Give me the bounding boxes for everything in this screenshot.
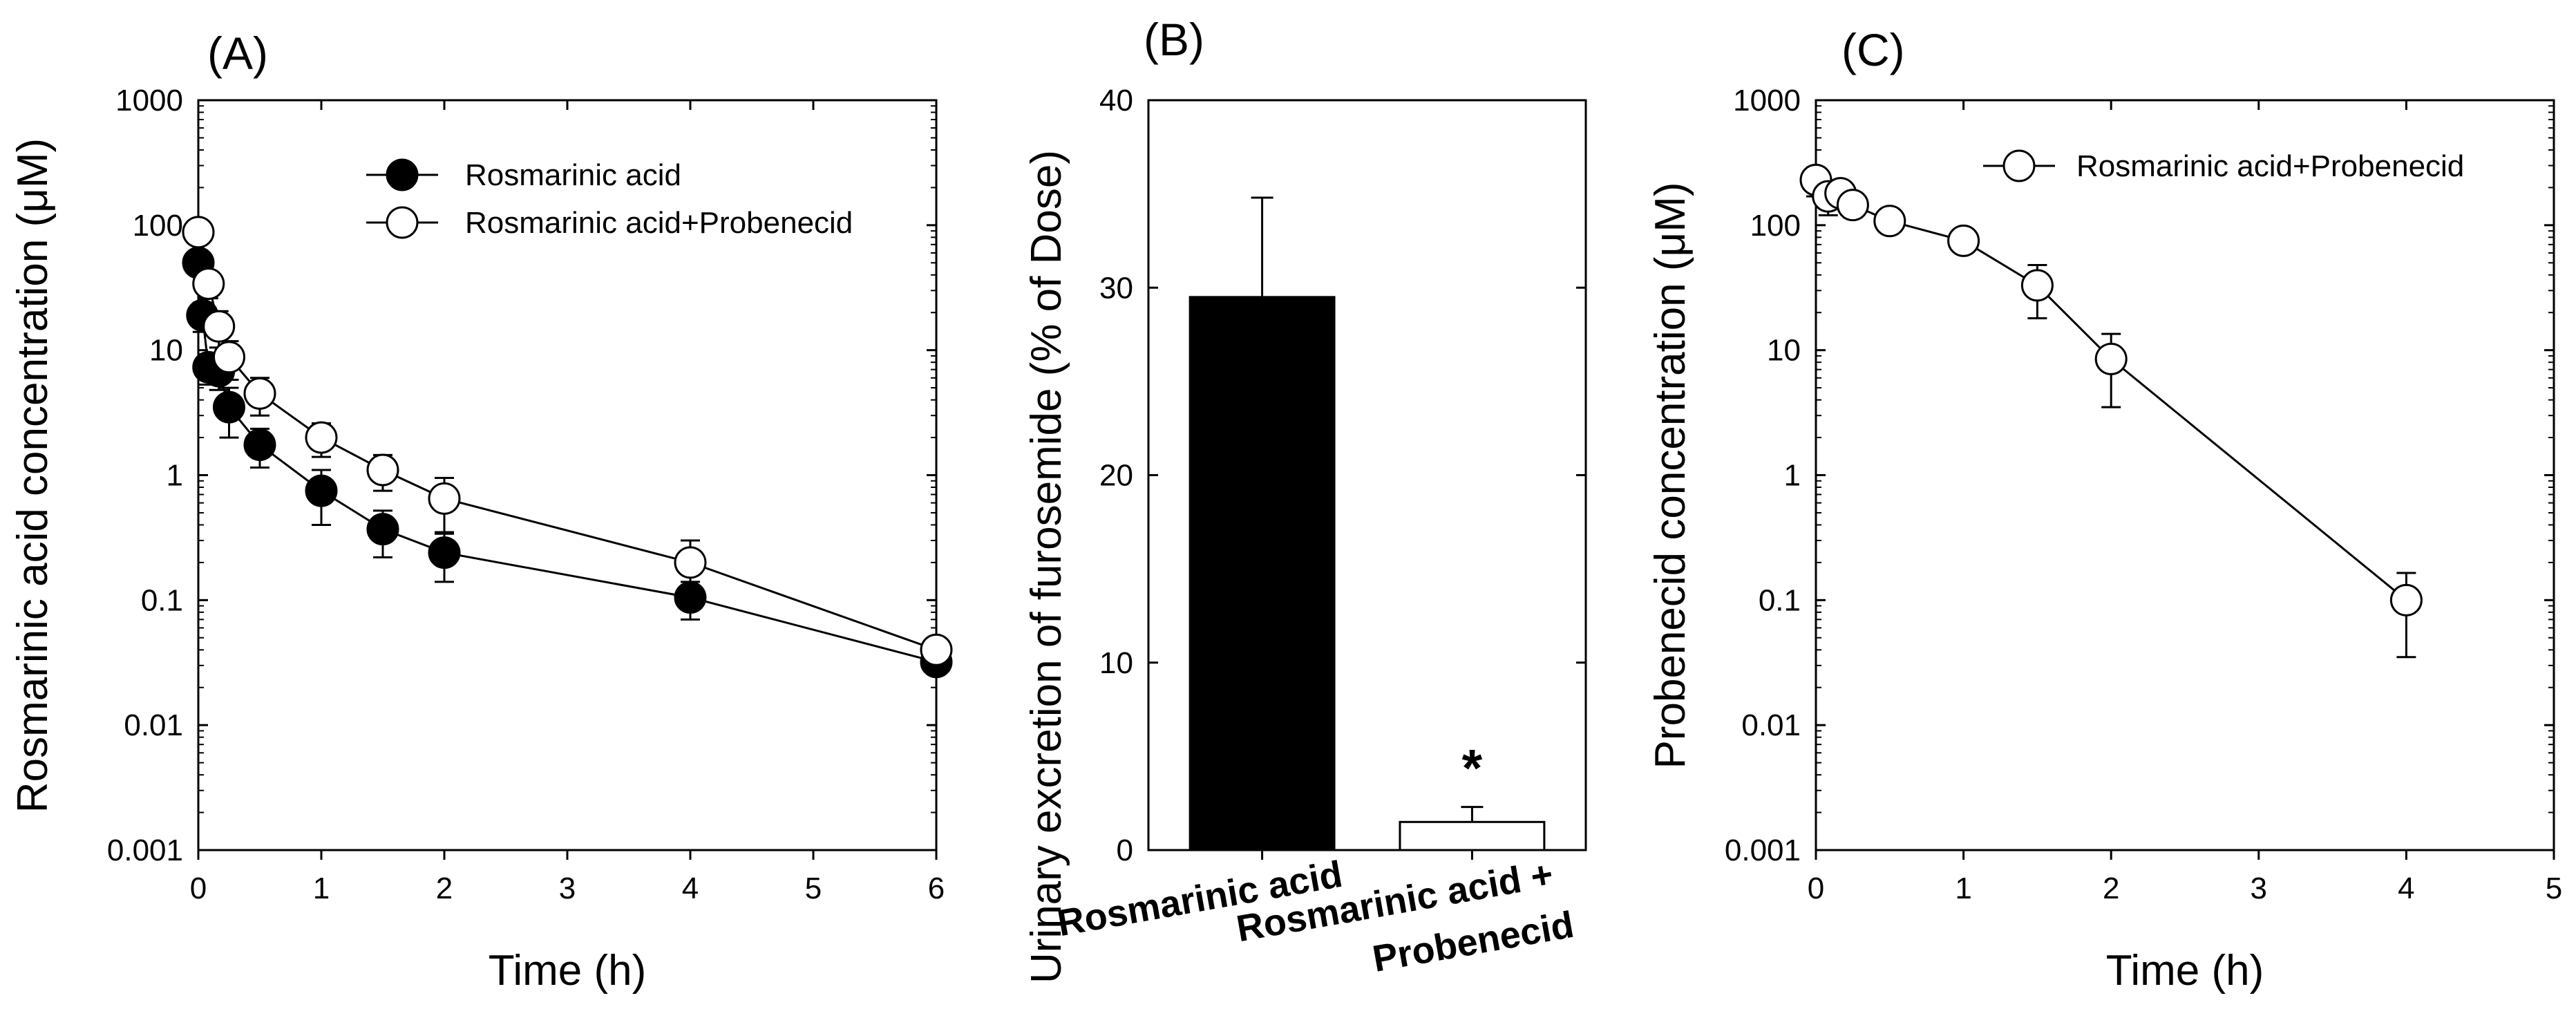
legend-a2-marker bbox=[386, 206, 419, 239]
data-point-series-1 bbox=[2389, 583, 2423, 616]
panel-c-marks bbox=[1799, 163, 2423, 659]
y-tick-label: 1000 bbox=[1733, 84, 1801, 117]
significance-marker: * bbox=[1462, 740, 1483, 798]
x-tick-label: 5 bbox=[2546, 872, 2562, 905]
legend-c1-marker bbox=[2002, 149, 2036, 182]
y-tick-label: 10 bbox=[1767, 334, 1801, 368]
x-tick-label: 0 bbox=[1808, 872, 1824, 905]
data-point-series-2 bbox=[202, 310, 236, 343]
x-tick-label: 4 bbox=[2398, 872, 2414, 905]
panel-a: (A) 0 1 2 3 4 5 6 0.001 0.01 0.1 1 10 100 1000 Time (… bbox=[9, 28, 953, 995]
data-point-series-1 bbox=[1947, 224, 1980, 257]
panel-a-y-axis-title: Rosmarinic acid concentration (μM) bbox=[9, 138, 57, 813]
x-tick-label: 4 bbox=[682, 872, 699, 905]
panel-c: (C) 0 1 2 3 4 5 0.001 0.01 0.1 1 10 100 1000 Time (h… bbox=[1647, 24, 2562, 995]
panel-b: (B) 0 10 20 30 40 * Urinary excretion of fur… bbox=[1023, 14, 1587, 983]
panel-c-x-axis-title: Time (h) bbox=[2106, 947, 2264, 995]
data-point-series-1 bbox=[243, 428, 276, 462]
y-tick-label: 10 bbox=[149, 334, 183, 368]
y-tick-label: 10 bbox=[1099, 646, 1133, 680]
data-point-series-1 bbox=[213, 390, 245, 424]
x-tick-label: 0 bbox=[190, 872, 207, 905]
y-tick-label: 40 bbox=[1099, 84, 1133, 117]
panel-b-ticks: 0 10 20 30 40 bbox=[1099, 84, 1586, 867]
data-point-series-1 bbox=[1873, 205, 1906, 238]
y-tick-label: 20 bbox=[1099, 459, 1133, 493]
y-tick-label: 0.001 bbox=[1725, 833, 1801, 867]
y-tick-label: 0.1 bbox=[1759, 583, 1801, 617]
x-tick-label: 3 bbox=[559, 872, 576, 905]
data-point-series-1 bbox=[366, 513, 399, 546]
data-point-series-2 bbox=[192, 267, 225, 301]
panel-a-marks bbox=[182, 216, 953, 679]
x-tick-label: 6 bbox=[928, 872, 945, 905]
panel-b-label: (B) bbox=[1144, 14, 1204, 65]
y-tick-label: 0.01 bbox=[124, 708, 183, 742]
panel-c-y-axis-title: Probenecid concentration (μM) bbox=[1647, 182, 1694, 769]
y-tick-label: 1 bbox=[167, 459, 183, 493]
y-tick-label: 1000 bbox=[115, 84, 183, 117]
data-point-series-2 bbox=[182, 216, 215, 249]
x-tick-label: 3 bbox=[2251, 872, 2267, 905]
y-tick-label: 0 bbox=[1117, 833, 1133, 867]
panel-c-legend: Rosmarinic acid+Probenecid bbox=[1983, 149, 2464, 183]
y-tick-label: 0.1 bbox=[141, 583, 183, 617]
data-point-series-2 bbox=[920, 633, 953, 666]
data-point-series-2 bbox=[674, 546, 707, 579]
legend-c1-label: Rosmarinic acid+Probenecid bbox=[2076, 149, 2464, 183]
panel-c-ticks: 0 1 2 3 4 5 0.001 0.01 0.1 1 10 100 1000 bbox=[1725, 84, 2562, 905]
y-tick-label: 100 bbox=[133, 209, 183, 243]
legend-a1-label: Rosmarinic acid bbox=[465, 158, 681, 192]
data-point-series-2 bbox=[243, 377, 276, 410]
legend-a1-marker bbox=[386, 158, 419, 191]
y-tick-label: 30 bbox=[1099, 271, 1133, 305]
x-tick-label: 1 bbox=[1955, 872, 1971, 905]
x-tick-label: 2 bbox=[436, 872, 453, 905]
x-tick-label: 5 bbox=[805, 872, 822, 905]
x-tick-label: 1 bbox=[313, 872, 330, 905]
panel-b-marks: * bbox=[1188, 196, 1546, 851]
x-tick-label: 2 bbox=[2103, 872, 2119, 905]
panel-a-label: (A) bbox=[207, 28, 268, 79]
data-point-series-1 bbox=[674, 581, 707, 614]
legend-a2-label: Rosmarinic acid+Probenecid bbox=[465, 206, 853, 240]
data-point-series-2 bbox=[428, 482, 461, 515]
data-point-series-1 bbox=[2020, 269, 2054, 302]
bar-1 bbox=[1188, 296, 1336, 851]
panel-b-y-axis-title: Urinary excretion of furosemide (% of Do… bbox=[1023, 150, 1070, 983]
data-point-series-2 bbox=[213, 341, 245, 374]
data-point-series-1 bbox=[2094, 342, 2128, 375]
data-point-series-1 bbox=[428, 536, 461, 569]
panel-a-legend: Rosmarinic acid Rosmarinic acid+Probenec… bbox=[366, 158, 853, 240]
y-tick-label: 0.001 bbox=[107, 833, 183, 867]
data-point-series-1 bbox=[305, 474, 338, 507]
panel-c-label: (C) bbox=[1841, 24, 1905, 75]
panel-c-plot-frame bbox=[1815, 99, 2555, 851]
panel-b-category-labels: Rosmarinic acid Rosmarinic acid + Proben… bbox=[1054, 854, 1577, 980]
data-point-series-2 bbox=[366, 453, 399, 487]
y-tick-label: 100 bbox=[1750, 209, 1801, 243]
data-point-series-2 bbox=[305, 421, 338, 454]
data-point-series-1 bbox=[1836, 189, 1869, 222]
series-line-1 bbox=[197, 263, 937, 663]
y-tick-label: 1 bbox=[1784, 459, 1801, 493]
y-tick-label: 0.01 bbox=[1741, 708, 1801, 742]
panel-a-x-axis-title: Time (h) bbox=[489, 947, 646, 995]
bar-2 bbox=[1399, 820, 1546, 851]
